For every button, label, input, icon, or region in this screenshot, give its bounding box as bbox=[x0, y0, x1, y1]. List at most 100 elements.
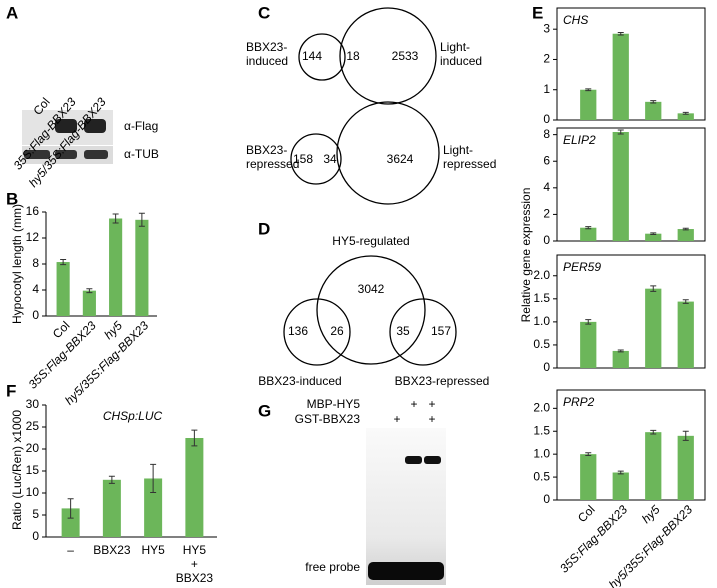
error-bar bbox=[138, 212, 145, 227]
y-tick-label: 5 bbox=[32, 507, 39, 521]
blot-band bbox=[55, 150, 77, 159]
bar bbox=[56, 262, 70, 316]
x-tick-label-box: HY5 + BBX23 bbox=[175, 543, 214, 585]
gel-free-probe bbox=[368, 562, 444, 580]
error-bar bbox=[682, 299, 689, 304]
bar bbox=[580, 89, 597, 120]
bar bbox=[61, 508, 80, 537]
y-tick-label: 1.5 bbox=[533, 291, 550, 305]
bar bbox=[612, 33, 629, 120]
venn-count: 2533 bbox=[392, 49, 419, 63]
venn-count: 3042 bbox=[358, 282, 385, 296]
error-bar bbox=[650, 429, 657, 435]
bar bbox=[185, 438, 204, 537]
error-bar bbox=[108, 475, 115, 484]
error-bar bbox=[585, 319, 592, 325]
blot-band bbox=[55, 119, 77, 133]
y-tick-label: 0 bbox=[32, 308, 39, 322]
y-tick-label: 0 bbox=[32, 529, 39, 543]
bar bbox=[677, 113, 694, 120]
bar bbox=[580, 321, 597, 368]
panel-label: C bbox=[258, 3, 270, 22]
emsa-mark: + bbox=[428, 397, 435, 411]
y-tick-label: 0 bbox=[543, 233, 550, 247]
x-tick-label-box: – bbox=[67, 543, 74, 557]
error-bar bbox=[191, 429, 198, 447]
venn-circle bbox=[336, 101, 440, 205]
panel-label: A bbox=[6, 3, 18, 22]
plot-frame bbox=[556, 127, 706, 242]
y-tick-label: 2 bbox=[543, 207, 550, 221]
venn-count: 34 bbox=[323, 152, 337, 166]
x-tick-label: BBX23 bbox=[93, 543, 131, 557]
blot-band bbox=[84, 119, 106, 133]
error-bar bbox=[617, 32, 624, 36]
bar bbox=[109, 218, 123, 316]
y-tick-label: 4 bbox=[543, 180, 550, 194]
venn-label: BBX23- induced bbox=[246, 40, 289, 68]
venn-circle bbox=[339, 7, 437, 105]
venn-count: 18 bbox=[346, 49, 360, 63]
x-tick-label: hy5 bbox=[639, 502, 663, 526]
venn-circle bbox=[290, 133, 342, 185]
bar bbox=[135, 219, 149, 316]
error-bar bbox=[585, 452, 592, 457]
y-tick-label: 10 bbox=[26, 485, 40, 499]
error-bar bbox=[585, 226, 592, 230]
gel-band bbox=[424, 456, 441, 464]
emsa-mark: + bbox=[410, 397, 417, 411]
venn-label: BBX23-induced bbox=[258, 374, 341, 388]
error-bar bbox=[617, 129, 624, 135]
gel-band bbox=[405, 456, 422, 464]
error-bar bbox=[150, 463, 157, 494]
error-bar bbox=[617, 470, 624, 475]
y-tick-label: 0 bbox=[543, 112, 550, 126]
chart-title: PRP2 bbox=[563, 395, 595, 409]
bar bbox=[677, 229, 694, 241]
error-bar bbox=[585, 88, 592, 92]
error-bar bbox=[67, 498, 74, 519]
y-tick-label: 2.0 bbox=[533, 401, 550, 415]
emsa-row-label: MBP-HY5 bbox=[307, 397, 361, 411]
panel-label: F bbox=[6, 381, 16, 400]
venn-label-box: BBX23- induced bbox=[246, 40, 289, 68]
error-bar bbox=[650, 232, 657, 235]
venn-count: 158 bbox=[293, 152, 313, 166]
y-tick-label: 2.0 bbox=[533, 268, 550, 282]
y-tick-label: 30 bbox=[26, 397, 40, 411]
venn-label-box: Light- induced bbox=[440, 40, 483, 68]
x-tick-label-box: HY5 bbox=[141, 543, 164, 557]
y-tick-label: 1.0 bbox=[533, 446, 550, 460]
venn-count: 136 bbox=[288, 324, 308, 338]
bar bbox=[645, 233, 662, 241]
venn-circle bbox=[316, 255, 426, 365]
venn-count: 144 bbox=[302, 49, 322, 63]
plot-frame bbox=[556, 389, 706, 501]
free-probe-label: free probe bbox=[305, 560, 360, 574]
venn-count: 157 bbox=[431, 324, 451, 338]
bar bbox=[580, 227, 597, 241]
x-tick-label-box: BBX23 bbox=[93, 543, 131, 557]
error-bar bbox=[682, 111, 689, 115]
x-tick-label: HY5 + BBX23 bbox=[175, 543, 214, 585]
x-tick-label: Col bbox=[575, 502, 598, 525]
panel-label: E bbox=[532, 3, 543, 22]
y-tick-label: 3 bbox=[543, 21, 550, 35]
y-tick-label: 6 bbox=[543, 153, 550, 167]
error-bar bbox=[682, 227, 689, 231]
emsa-mark: + bbox=[428, 412, 435, 426]
venn-label: Light- induced bbox=[440, 40, 483, 68]
blot-band bbox=[84, 150, 108, 159]
y-tick-label: 8 bbox=[543, 127, 550, 141]
venn-label-box: Light- repressed bbox=[443, 143, 496, 171]
bar bbox=[612, 131, 629, 241]
emsa-row-label: GST-BBX23 bbox=[295, 412, 361, 426]
venn-circle bbox=[389, 298, 457, 366]
blot-band bbox=[24, 150, 50, 159]
bar bbox=[677, 301, 694, 368]
bar bbox=[645, 101, 662, 120]
y-tick-label: 16 bbox=[26, 204, 40, 218]
venn-circle bbox=[283, 298, 351, 366]
venn-count: 35 bbox=[396, 324, 410, 338]
error-bar bbox=[617, 349, 624, 353]
